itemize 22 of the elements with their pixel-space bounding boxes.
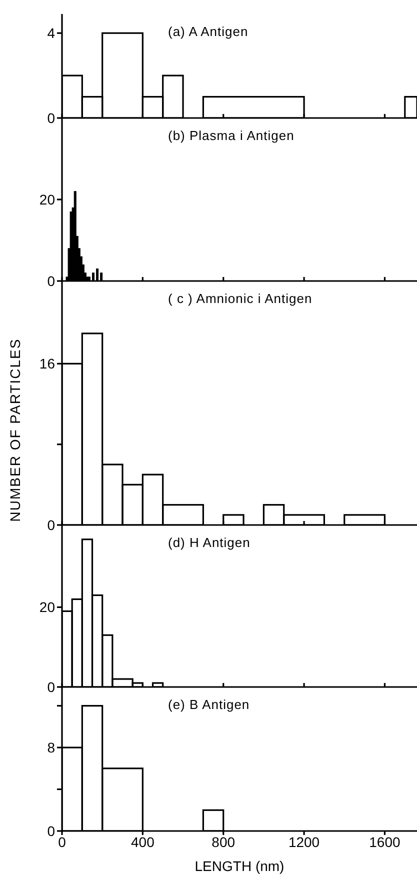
x-tick-label: 0 [58, 834, 66, 850]
text: (e) B Antigen [168, 697, 250, 712]
y-tick-label: 0 [47, 516, 56, 533]
y-tick-label: 16 [39, 356, 56, 372]
y-tick-label: 4 [47, 25, 56, 42]
y-tick-label: 0 [47, 110, 56, 126]
x-tick-label: 1600 [369, 834, 401, 850]
x-tick-label: 1200 [288, 834, 320, 850]
x-tick-label: 400 [131, 834, 155, 850]
text: (d) H Antigen [168, 535, 250, 550]
x-tick-label: 800 [212, 834, 236, 850]
y-tick-label: 20 [39, 191, 56, 208]
text: (b) Plasma i Antigen [168, 128, 294, 143]
y-axis-title: NUMBER OF PARTICLES [7, 338, 23, 522]
text: (a) A Antigen [168, 24, 248, 39]
y-tick-label: 0 [47, 272, 56, 289]
y-tick-label: 20 [39, 599, 56, 616]
text: ( c ) Amnionic i Antigen [168, 291, 312, 306]
y-tick-label: 0 [47, 822, 56, 839]
y-tick-label: 0 [47, 678, 56, 695]
y-tick-label: 8 [47, 739, 56, 756]
x-axis-title: LENGTH (nm) [194, 858, 284, 874]
